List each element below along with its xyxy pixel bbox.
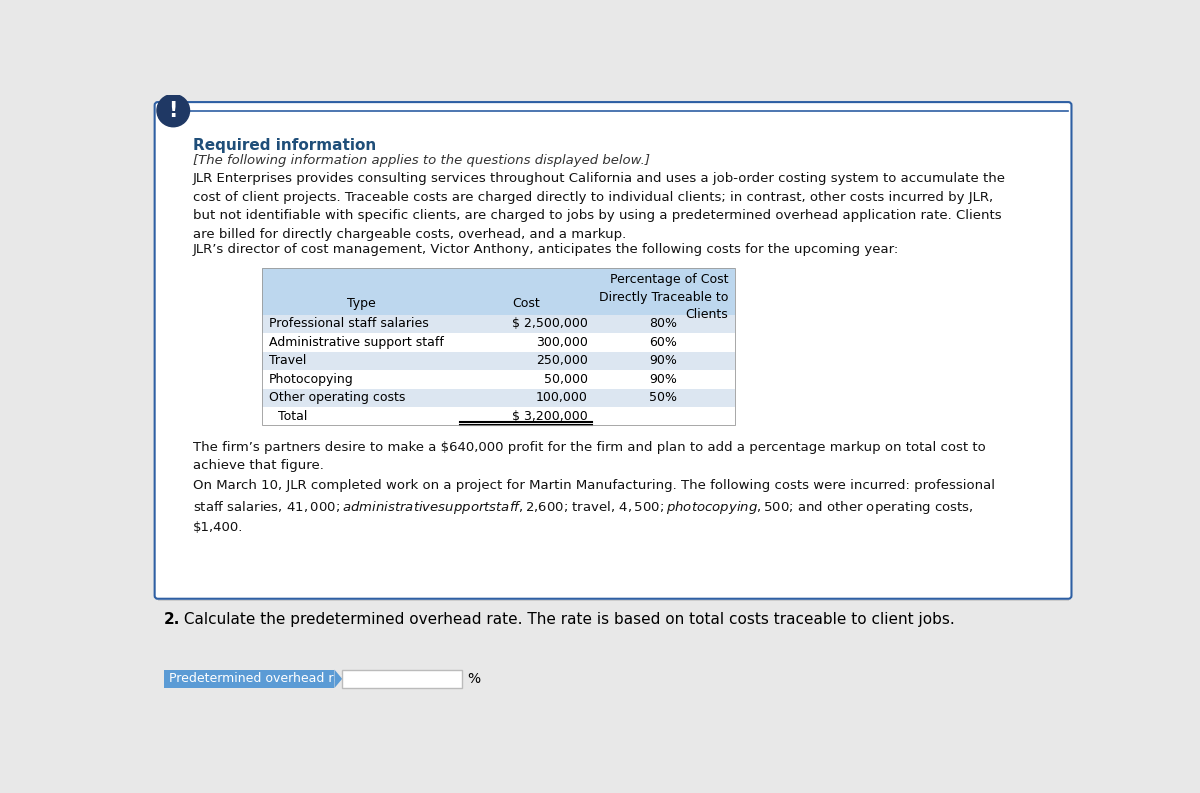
FancyBboxPatch shape [263, 370, 736, 389]
Text: 300,000: 300,000 [536, 335, 588, 349]
Text: JLR Enterprises provides consulting services throughout California and uses a jo: JLR Enterprises provides consulting serv… [193, 172, 1006, 240]
Text: Professional staff salaries: Professional staff salaries [269, 317, 428, 331]
Text: Required information: Required information [193, 137, 376, 152]
Text: Administrative support staff: Administrative support staff [269, 335, 444, 349]
Text: $ 3,200,000: $ 3,200,000 [512, 410, 588, 423]
Text: [The following information applies to the questions displayed below.]: [The following information applies to th… [193, 155, 649, 167]
Polygon shape [335, 669, 342, 688]
FancyBboxPatch shape [263, 333, 736, 351]
Text: 90%: 90% [649, 373, 677, 385]
FancyBboxPatch shape [263, 351, 736, 370]
Text: 50%: 50% [649, 391, 678, 404]
Text: JLR’s director of cost management, Victor Anthony, anticipates the following cos: JLR’s director of cost management, Victo… [193, 243, 899, 256]
Text: 80%: 80% [649, 317, 678, 331]
Text: 60%: 60% [649, 335, 677, 349]
FancyBboxPatch shape [263, 315, 736, 333]
FancyBboxPatch shape [342, 669, 462, 688]
Text: The firm’s partners desire to make a $640,000 profit for the firm and plan to ad: The firm’s partners desire to make a $64… [193, 441, 985, 473]
Text: 100,000: 100,000 [536, 391, 588, 404]
Text: Other operating costs: Other operating costs [269, 391, 404, 404]
FancyBboxPatch shape [263, 407, 736, 426]
Text: Cost: Cost [512, 297, 540, 310]
Text: Predetermined overhead rate: Predetermined overhead rate [169, 672, 354, 685]
Text: Percentage of Cost
Directly Traceable to
Clients: Percentage of Cost Directly Traceable to… [599, 273, 728, 321]
Text: 50,000: 50,000 [544, 373, 588, 385]
FancyBboxPatch shape [263, 268, 736, 315]
Text: 90%: 90% [649, 354, 677, 367]
Text: Photocopying: Photocopying [269, 373, 353, 385]
Text: Type: Type [347, 297, 376, 310]
Text: Calculate the predetermined overhead rate. The rate is based on total costs trac: Calculate the predetermined overhead rat… [180, 612, 955, 626]
FancyBboxPatch shape [164, 669, 335, 688]
Text: !: ! [168, 101, 178, 121]
FancyBboxPatch shape [263, 389, 736, 407]
Text: Travel: Travel [269, 354, 306, 367]
Circle shape [157, 94, 190, 127]
Text: 2.: 2. [164, 612, 180, 626]
Text: Total: Total [278, 410, 307, 423]
Text: $ 2,500,000: $ 2,500,000 [512, 317, 588, 331]
Text: %: % [468, 672, 481, 686]
FancyBboxPatch shape [155, 102, 1072, 599]
Text: On March 10, JLR completed work on a project for Martin Manufacturing. The follo: On March 10, JLR completed work on a pro… [193, 480, 995, 534]
Text: 250,000: 250,000 [536, 354, 588, 367]
